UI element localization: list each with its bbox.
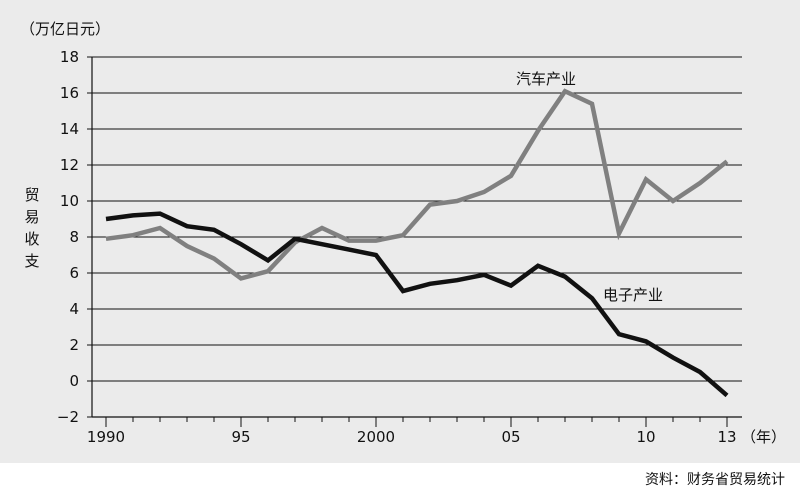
y-tick-label: 6 [69, 264, 79, 282]
x-tick-label: 10 [636, 428, 655, 446]
x-unit-label: （年） [741, 428, 786, 446]
x-tick-label: 1990 [87, 428, 125, 446]
y-tick-label: 10 [60, 192, 79, 210]
series-lines [105, 88, 729, 398]
y-tick-label: 12 [60, 156, 79, 174]
y-tick-labels: −2 0 2 4 6 8 10 12 14 16 18 [57, 48, 79, 426]
y-tick-label: 14 [60, 120, 79, 138]
y-tick-label: 4 [69, 300, 79, 318]
x-tick-label: 13 [717, 428, 736, 446]
y-tick-label: 2 [69, 336, 79, 354]
series-label-electronics: 电子产业 [603, 286, 663, 304]
x-tick-labels: 1990 95 2000 05 10 13 [87, 428, 737, 446]
x-tick-label: 95 [231, 428, 250, 446]
x-tick-label: 05 [501, 428, 520, 446]
grid-lines [92, 56, 742, 382]
series-label-auto: 汽车产业 [516, 70, 576, 88]
y-tick-label: 0 [69, 372, 79, 390]
y-tick-label: 18 [60, 48, 79, 66]
source-note: 资料：财务省贸易统计 [645, 472, 785, 488]
y-axis-label: 贸易收支 [24, 186, 39, 270]
series-line-electronics [105, 211, 729, 398]
series-line-auto [105, 88, 729, 281]
y-tick-label: 8 [69, 228, 79, 246]
y-tick-label: 16 [60, 84, 79, 102]
chart-panel [0, 0, 800, 463]
axes [87, 56, 742, 427]
x-tick-label: 2000 [357, 428, 395, 446]
y-tick-label: −2 [57, 408, 79, 426]
y-unit-label: （万亿日元） [20, 20, 110, 38]
